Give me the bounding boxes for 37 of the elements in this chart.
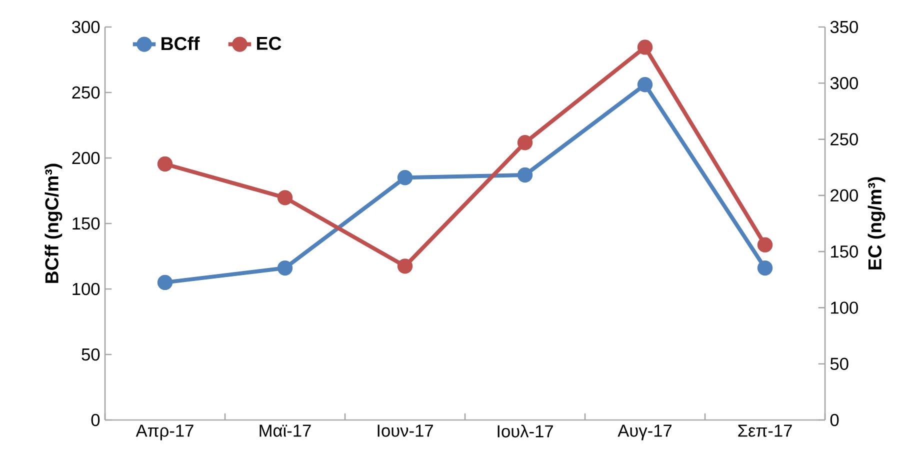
y2-tick-label: 100 <box>831 302 858 314</box>
point <box>637 77 653 92</box>
legend-label: EC <box>257 36 282 50</box>
y2-tick-label: 150 <box>831 245 858 258</box>
y-axis-title: BCff (ngC/m³) <box>44 164 62 283</box>
y2-tick-label: 250 <box>830 133 858 146</box>
point <box>157 156 173 172</box>
y-tick-label: 250 <box>72 86 100 99</box>
legend-label: BCff <box>162 36 200 50</box>
y2-tick-label: 50 <box>830 358 848 370</box>
x-tick-label: Ιουλ-17 <box>498 424 553 438</box>
point <box>397 170 413 186</box>
point <box>277 190 293 206</box>
x-tick-label: Μαϊ-17 <box>260 424 311 437</box>
x-tick-label: Σεπ-17 <box>738 424 792 437</box>
point <box>757 260 773 276</box>
point <box>517 167 533 183</box>
y2-tick-label: 300 <box>830 77 858 90</box>
y-tick-label: 150 <box>72 217 100 230</box>
y2-axis-title: EC (ng/m³) <box>868 177 886 270</box>
point <box>157 274 173 290</box>
point <box>397 258 413 274</box>
y2-tick-label: 200 <box>830 189 858 202</box>
y2-tick-label: 0 <box>830 414 839 426</box>
point <box>277 260 293 276</box>
y-tick-label: 200 <box>72 152 100 164</box>
x-tick-label: Αυγ-17 <box>618 424 672 440</box>
y2-tick-label: 350 <box>830 20 858 34</box>
y-tick-label: 100 <box>72 282 100 296</box>
point <box>637 40 653 55</box>
y-tick-label: 50 <box>82 348 100 361</box>
x-tick-label: Ιουν-17 <box>378 424 433 437</box>
point <box>757 237 773 252</box>
x-tick-label: Απρ-17 <box>136 424 194 440</box>
y-tick-label: 300 <box>72 20 100 34</box>
y-tick-label: 0 <box>91 414 100 426</box>
point <box>517 135 533 150</box>
